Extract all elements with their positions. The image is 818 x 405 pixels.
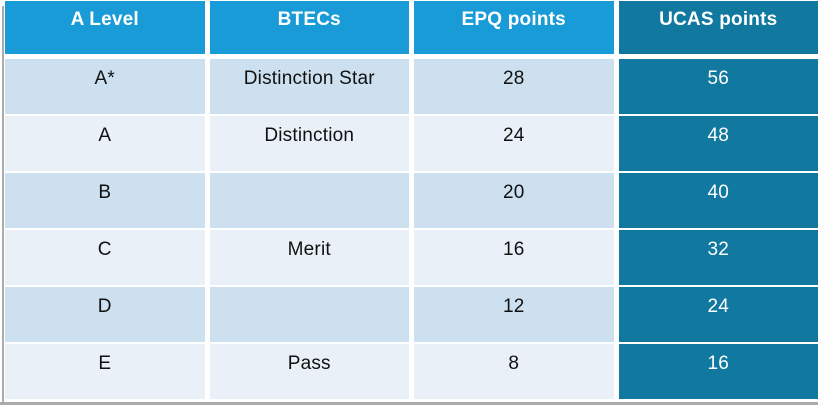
table-bottom-border: [0, 402, 818, 405]
cell-btec: Merit: [209, 230, 409, 285]
cell-grade: A*: [5, 59, 205, 114]
cell-epq: 16: [414, 230, 614, 285]
cell-epq: 24: [414, 116, 614, 171]
cell-grade: E: [5, 344, 205, 399]
header-a-level: A Level: [5, 1, 205, 57]
cell-epq: 12: [414, 287, 614, 342]
cell-btec: [209, 173, 409, 228]
cell-ucas: 16: [618, 344, 818, 399]
cell-ucas: 48: [618, 116, 818, 171]
header-btecs: BTECs: [209, 1, 409, 57]
cell-btec: [209, 287, 409, 342]
cell-btec: Pass: [209, 344, 409, 399]
cell-epq: 28: [414, 59, 614, 114]
table-left-border: [2, 6, 4, 403]
cell-epq: 8: [414, 344, 614, 399]
cell-grade: A: [5, 116, 205, 171]
cell-btec: Distinction Star: [209, 59, 409, 114]
cell-ucas: 40: [618, 173, 818, 228]
cell-btec: Distinction: [209, 116, 409, 171]
cell-grade: B: [5, 173, 205, 228]
cell-grade: C: [5, 230, 205, 285]
cell-ucas: 56: [618, 59, 818, 114]
cell-grade: D: [5, 287, 205, 342]
cell-ucas: 24: [618, 287, 818, 342]
header-ucas-points: UCAS points: [618, 1, 818, 57]
header-epq-points: EPQ points: [414, 1, 614, 57]
cell-epq: 20: [414, 173, 614, 228]
cell-ucas: 32: [618, 230, 818, 285]
ucas-points-table: A Level BTECs EPQ points UCAS points A* …: [5, 1, 818, 399]
